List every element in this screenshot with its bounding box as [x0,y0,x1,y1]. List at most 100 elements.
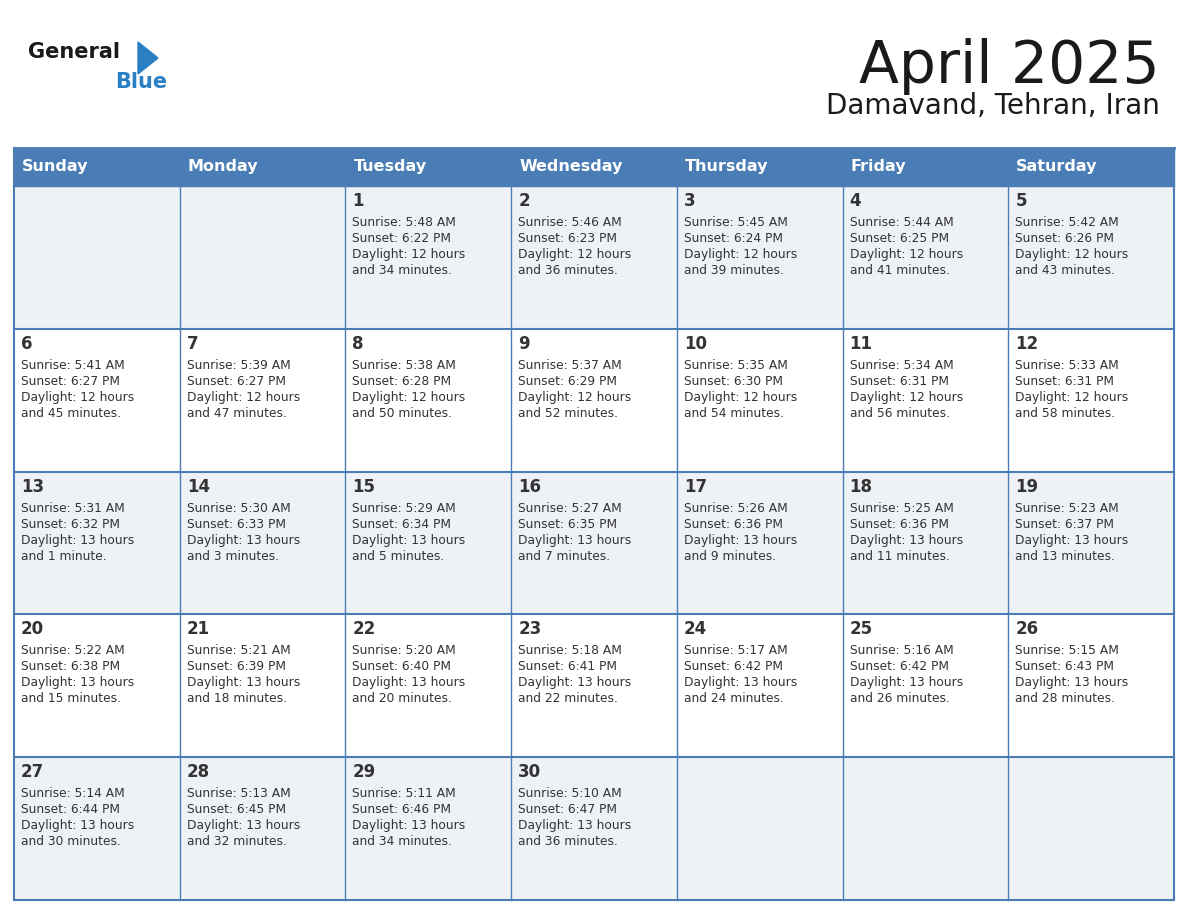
Bar [14,186,179,329]
Bar [14,472,179,614]
Text: Daylight: 12 hours
and 34 minutes.: Daylight: 12 hours and 34 minutes. [353,248,466,277]
Text: 14: 14 [187,477,210,496]
Text: Sunrise: 5:25 AM: Sunrise: 5:25 AM [849,501,954,515]
Text: 26: 26 [1016,621,1038,638]
Bar [346,757,511,900]
Bar [677,186,842,329]
Text: Sunrise: 5:18 AM: Sunrise: 5:18 AM [518,644,623,657]
Text: 30: 30 [518,763,542,781]
Text: Sunrise: 5:42 AM: Sunrise: 5:42 AM [1016,216,1119,229]
Text: Sunset: 6:35 PM: Sunset: 6:35 PM [518,518,618,531]
Text: Daylight: 13 hours
and 1 minute.: Daylight: 13 hours and 1 minute. [21,533,134,563]
Bar [511,329,677,472]
Text: Sunrise: 5:21 AM: Sunrise: 5:21 AM [187,644,290,657]
Text: Daylight: 13 hours
and 15 minutes.: Daylight: 13 hours and 15 minutes. [21,677,134,705]
Text: Daylight: 12 hours
and 54 minutes.: Daylight: 12 hours and 54 minutes. [684,391,797,420]
Text: Sunrise: 5:13 AM: Sunrise: 5:13 AM [187,788,290,800]
Text: Sunrise: 5:16 AM: Sunrise: 5:16 AM [849,644,953,657]
Text: Sunrise: 5:27 AM: Sunrise: 5:27 AM [518,501,621,515]
Text: 22: 22 [353,621,375,638]
Text: Sunrise: 5:23 AM: Sunrise: 5:23 AM [1016,501,1119,515]
Text: Sunrise: 5:37 AM: Sunrise: 5:37 AM [518,359,621,372]
Text: 4: 4 [849,192,861,210]
Bar [346,614,511,757]
Bar [677,757,842,900]
Bar [842,757,1009,900]
Text: Sunset: 6:23 PM: Sunset: 6:23 PM [518,232,617,245]
Text: Sunrise: 5:38 AM: Sunrise: 5:38 AM [353,359,456,372]
Text: 12: 12 [1016,335,1038,353]
Bar [842,472,1009,614]
Text: Daylight: 13 hours
and 20 minutes.: Daylight: 13 hours and 20 minutes. [353,677,466,705]
Bar [179,614,346,757]
Text: Daylight: 12 hours
and 41 minutes.: Daylight: 12 hours and 41 minutes. [849,248,962,277]
Bar [677,614,842,757]
Text: Sunset: 6:25 PM: Sunset: 6:25 PM [849,232,949,245]
Text: 15: 15 [353,477,375,496]
Text: 11: 11 [849,335,872,353]
Bar [346,186,511,329]
Text: Sunset: 6:46 PM: Sunset: 6:46 PM [353,803,451,816]
Bar [14,329,179,472]
Bar [14,757,179,900]
Bar [511,757,677,900]
Text: Sunset: 6:26 PM: Sunset: 6:26 PM [1016,232,1114,245]
Text: Sunrise: 5:46 AM: Sunrise: 5:46 AM [518,216,621,229]
Text: 6: 6 [21,335,32,353]
Text: Sunset: 6:34 PM: Sunset: 6:34 PM [353,518,451,531]
Text: Sunset: 6:28 PM: Sunset: 6:28 PM [353,375,451,387]
Text: Sunset: 6:44 PM: Sunset: 6:44 PM [21,803,120,816]
Text: Tuesday: Tuesday [353,160,426,174]
Text: Sunrise: 5:29 AM: Sunrise: 5:29 AM [353,501,456,515]
Text: Sunset: 6:43 PM: Sunset: 6:43 PM [1016,660,1114,674]
Text: Monday: Monday [188,160,258,174]
Text: 27: 27 [21,763,44,781]
Text: Daylight: 13 hours
and 7 minutes.: Daylight: 13 hours and 7 minutes. [518,533,631,563]
Text: Blue: Blue [115,72,168,92]
Text: 17: 17 [684,477,707,496]
Text: 3: 3 [684,192,695,210]
Text: Daylight: 13 hours
and 9 minutes.: Daylight: 13 hours and 9 minutes. [684,533,797,563]
Bar [1009,186,1174,329]
Bar [511,472,677,614]
Text: 2: 2 [518,192,530,210]
Text: Sunrise: 5:33 AM: Sunrise: 5:33 AM [1016,359,1119,372]
Text: 19: 19 [1016,477,1038,496]
Text: Daylight: 12 hours
and 47 minutes.: Daylight: 12 hours and 47 minutes. [187,391,299,420]
Text: Daylight: 12 hours
and 58 minutes.: Daylight: 12 hours and 58 minutes. [1016,391,1129,420]
Text: Sunset: 6:31 PM: Sunset: 6:31 PM [1016,375,1114,387]
Bar [14,148,1174,186]
Text: Daylight: 13 hours
and 30 minutes.: Daylight: 13 hours and 30 minutes. [21,819,134,848]
Text: 8: 8 [353,335,364,353]
Text: Sunrise: 5:17 AM: Sunrise: 5:17 AM [684,644,788,657]
Text: 5: 5 [1016,192,1026,210]
Text: Sunset: 6:22 PM: Sunset: 6:22 PM [353,232,451,245]
Polygon shape [138,42,158,74]
Bar [511,614,677,757]
Text: Daylight: 13 hours
and 28 minutes.: Daylight: 13 hours and 28 minutes. [1016,677,1129,705]
Text: Sunset: 6:36 PM: Sunset: 6:36 PM [849,518,948,531]
Text: Daylight: 12 hours
and 43 minutes.: Daylight: 12 hours and 43 minutes. [1016,248,1129,277]
Text: 25: 25 [849,621,873,638]
Text: General: General [29,42,120,62]
Text: 13: 13 [21,477,44,496]
Bar [842,186,1009,329]
Text: Sunrise: 5:35 AM: Sunrise: 5:35 AM [684,359,788,372]
Bar [346,329,511,472]
Text: Thursday: Thursday [684,160,769,174]
Text: Sunrise: 5:14 AM: Sunrise: 5:14 AM [21,788,125,800]
Bar [842,329,1009,472]
Text: Sunset: 6:27 PM: Sunset: 6:27 PM [21,375,120,387]
Text: Daylight: 13 hours
and 13 minutes.: Daylight: 13 hours and 13 minutes. [1016,533,1129,563]
Text: 24: 24 [684,621,707,638]
Text: Sunset: 6:37 PM: Sunset: 6:37 PM [1016,518,1114,531]
Text: 9: 9 [518,335,530,353]
Text: Sunrise: 5:10 AM: Sunrise: 5:10 AM [518,788,621,800]
Text: Sunrise: 5:11 AM: Sunrise: 5:11 AM [353,788,456,800]
Text: 7: 7 [187,335,198,353]
Bar [1009,472,1174,614]
Text: Sunset: 6:30 PM: Sunset: 6:30 PM [684,375,783,387]
Text: Daylight: 13 hours
and 34 minutes.: Daylight: 13 hours and 34 minutes. [353,819,466,848]
Text: Daylight: 13 hours
and 36 minutes.: Daylight: 13 hours and 36 minutes. [518,819,631,848]
Text: 16: 16 [518,477,542,496]
